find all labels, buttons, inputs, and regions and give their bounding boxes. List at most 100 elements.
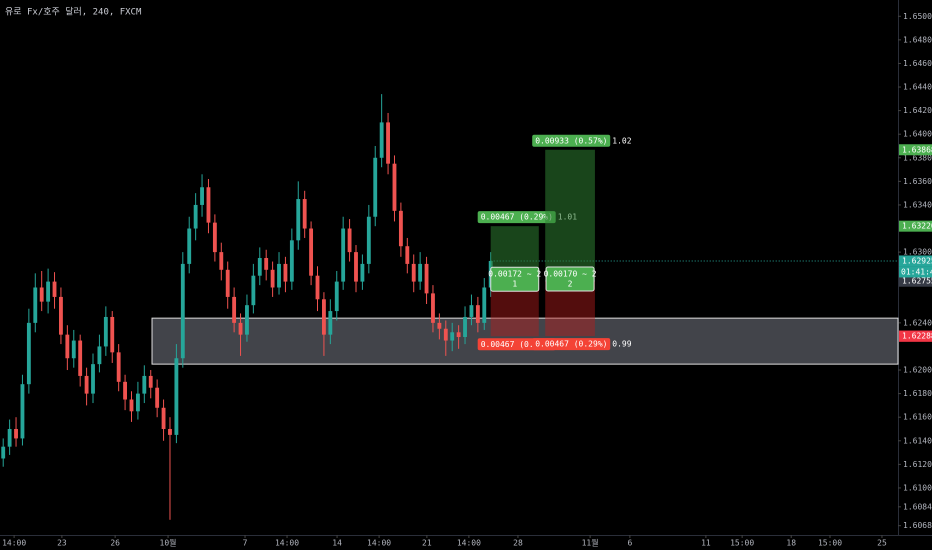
candle-body [373,157,378,217]
candle-body [309,228,314,276]
candle-body [463,316,467,338]
candle-body [283,263,288,282]
price-badge-label: 1.62925 [902,256,932,265]
candle-body [366,216,371,264]
stop-label: 0.00467 (0.29% [481,340,549,349]
price-badge [899,220,932,232]
candle-body [14,428,18,439]
target-area [545,149,595,282]
x-tick-label: 28 [513,539,523,548]
y-tick-label: 1.60680 [903,521,932,530]
candle-body [251,275,256,306]
candle-body [7,428,12,447]
candle-body [116,352,121,382]
candle-body [142,375,147,394]
candle-body [52,281,57,297]
candle-body [245,305,249,335]
x-tick-label: 15:00 [818,539,842,548]
x-tick-label: 14 [332,539,342,548]
info-label-box [545,266,595,292]
candle-body [443,328,448,341]
candle-body [103,316,108,347]
candle-body [321,299,326,335]
y-tick-label: 1.63000 [903,248,932,257]
candle-body [148,375,153,388]
y-tick-label: 1.64800 [903,35,932,44]
candle-body [482,287,487,323]
candle-body [225,269,230,297]
x-tick-label: 18 [786,539,796,548]
candle-body [232,296,237,323]
x-tick-label: 6 [627,539,632,548]
y-tick-label: 1.63400 [903,200,932,209]
candle-body [437,322,442,329]
candle-body [219,252,224,270]
candle-body [238,322,243,335]
candle-body [360,263,365,282]
countdown-badge [899,266,932,278]
candle-body [200,187,204,205]
target-label: 0.00467 (0.29%) 1.01 [481,213,578,222]
y-tick-label: 1.61800 [903,389,932,398]
y-tick-label: 1.64200 [903,106,932,115]
countdown-label: 01:41:48 [901,267,932,276]
candle-body [91,364,95,394]
candle-body [475,305,480,323]
candle-body [328,311,333,335]
price-badge-label: 1.62288 [902,332,932,341]
x-tick-label: 23 [57,539,67,548]
candle-body [347,228,352,253]
info-label-box [490,266,540,292]
y-tick-label: 1.64600 [903,59,932,68]
y-tick-label: 1.63600 [903,177,932,186]
candle-body [456,332,461,338]
y-tick-label: 1.60840 [903,502,932,511]
candle-body [354,252,358,282]
candle-body [257,258,262,276]
stop-label: 0.00467 (0.29%) 0.99 [535,340,632,349]
candle-body [411,263,416,282]
candle-body [289,240,294,282]
x-tick-label: 11월 [582,538,599,548]
target-label-box [477,211,556,224]
price-badge-label: 1.63220 [902,222,932,231]
candle-body [1,446,6,459]
candle-body [424,263,429,294]
candle-body [65,334,70,359]
y-tick-label: 1.61200 [903,460,932,469]
info-label: 0.00170 ~ 2 [544,270,597,279]
candle-body [405,246,410,264]
candle-body [264,258,269,270]
x-tick-label: 14:00 [2,539,26,548]
candle-body [431,293,435,323]
candle-body [168,428,172,435]
candle-body [212,222,217,253]
x-tick-label: 11 [701,539,711,548]
x-tick-label: 15:00 [730,539,754,548]
x-tick-label: 14:00 [457,539,481,548]
candle-body [296,199,301,241]
stop-label-box [532,338,611,351]
price-badge-label: 1.62755 [902,277,932,286]
info-label: 0.00172 ~ 2 [488,270,541,279]
candle-body [418,263,423,282]
y-tick-label: 1.62000 [903,366,932,375]
x-tick-label: 14:00 [275,539,299,548]
x-tick-label: 10월 [160,538,177,548]
candle-body [392,163,397,211]
candle-body [398,210,403,247]
price-badge [899,275,932,287]
candle-body [341,228,346,282]
price-badge [899,144,932,156]
y-tick-label: 1.63800 [903,153,932,162]
y-tick-label: 1.64400 [903,83,932,92]
candle-body [97,346,102,365]
info-label: 1 [512,280,517,289]
candle-body [33,287,38,323]
x-tick-label: 7 [243,539,248,548]
candle-body [174,358,179,435]
candle-body [180,263,185,359]
candle-body [386,122,390,164]
